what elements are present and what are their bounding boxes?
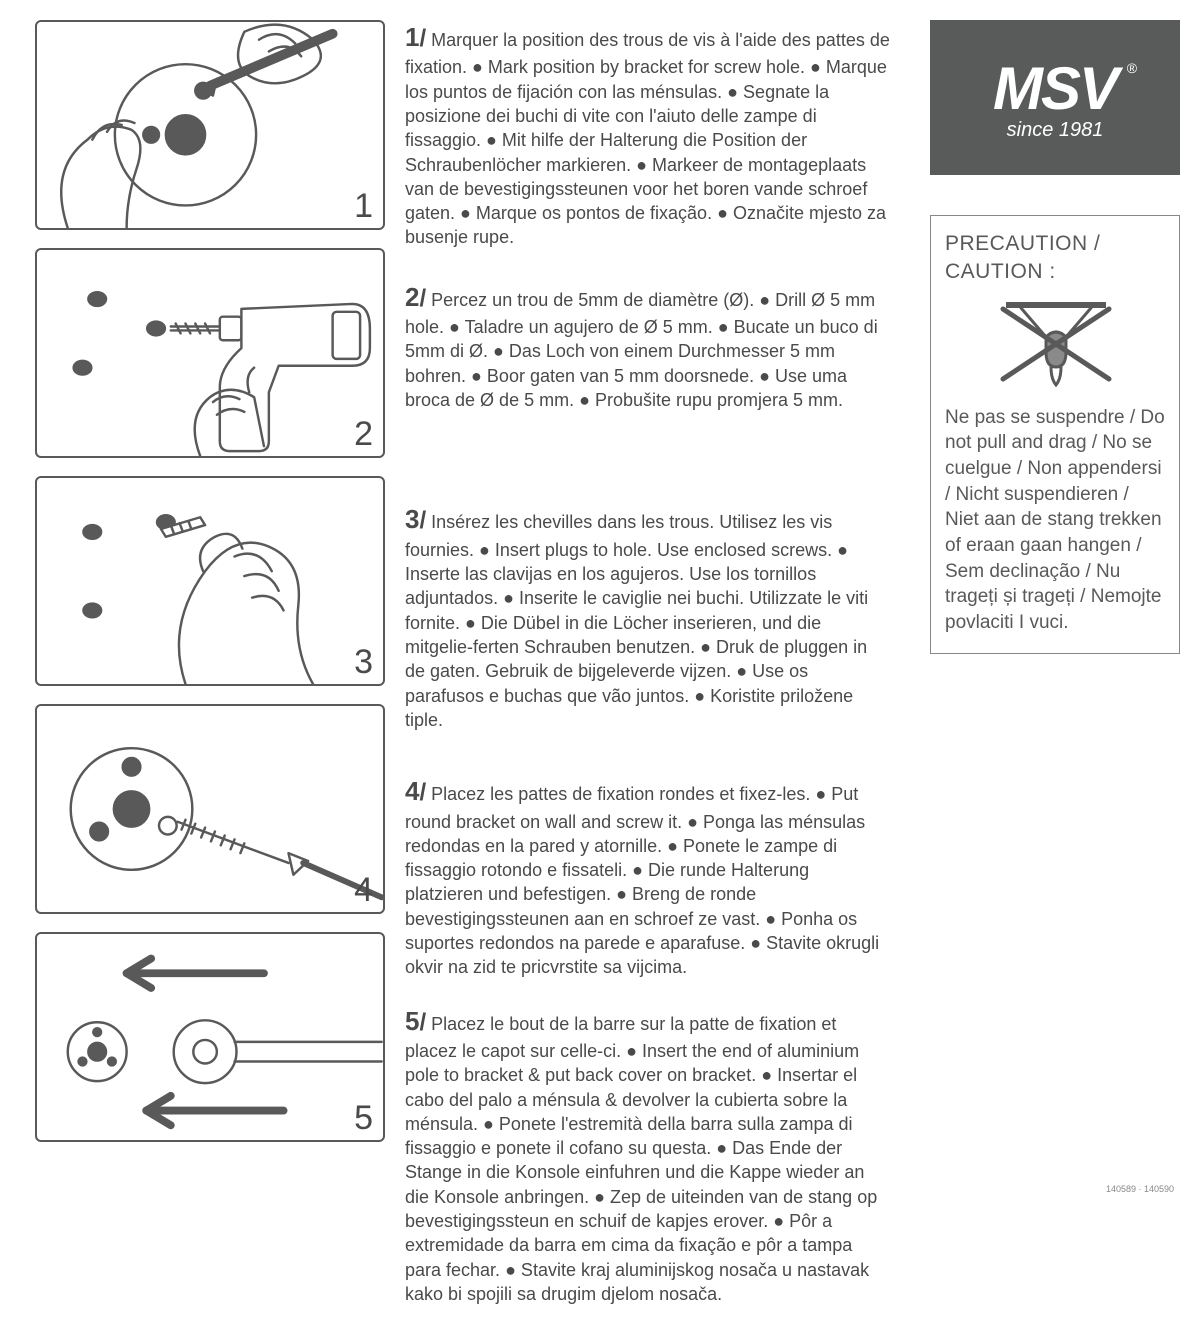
caution-title: PRECAUTION / CAUTION : — [945, 230, 1167, 287]
panel-3: 3 — [35, 476, 385, 686]
step-body: Insérez les chevilles dans les trous. Ut… — [405, 512, 868, 729]
panel-number: 3 — [354, 643, 373, 682]
illustration-column: 1 — [35, 20, 385, 1330]
illustration-slide-cover — [37, 934, 383, 1140]
panel-2: 2 — [35, 248, 385, 458]
panel-4: 4 — [35, 704, 385, 914]
step-body: Placez les pattes de fixation rondes et … — [405, 784, 879, 977]
illustration-mark-holes — [37, 22, 383, 228]
caution-box: PRECAUTION / CAUTION : Ne pas se suspend… — [930, 215, 1180, 654]
illustration-drill — [37, 250, 383, 456]
panel-5: 5 — [35, 932, 385, 1142]
panel-number: 1 — [354, 187, 373, 226]
step-1-text: 1/ Marquer la position des trous de vis … — [405, 20, 890, 250]
illustration-insert-plug — [37, 478, 383, 684]
step-3-text: 3/ Insérez les chevilles dans les trous.… — [405, 502, 890, 732]
step-body: Percez un trou de 5mm de diamètre (Ø). ●… — [405, 290, 878, 410]
step-number: 5 — [405, 1006, 419, 1036]
registered-icon: ® — [1127, 60, 1135, 76]
instructions-column: 1/ Marquer la position des trous de vis … — [405, 20, 910, 1330]
step-number: 4 — [405, 776, 419, 806]
footer-code: 140589 · 140590 — [1106, 1184, 1174, 1194]
panel-number: 4 — [354, 871, 373, 910]
logo-text: MSV — [993, 55, 1117, 122]
brand-logo: MSV ® since 1981 — [930, 20, 1180, 175]
step-2-text: 2/ Percez un trou de 5mm de diamètre (Ø)… — [405, 280, 890, 413]
step-body: Marquer la position des trous de vis à l… — [405, 30, 890, 247]
step-number: 1 — [405, 22, 419, 52]
step-number: 3 — [405, 504, 419, 534]
step-5-text: 5/ Placez le bout de la barre sur la pat… — [405, 1004, 890, 1307]
step-number: 2 — [405, 282, 419, 312]
caution-text: Ne pas se suspendre / Do not pull and dr… — [945, 405, 1167, 636]
panel-number: 2 — [354, 415, 373, 454]
step-body: Placez le bout de la barre sur la patte … — [405, 1014, 877, 1304]
step-4-text: 4/ Placez les pattes de fixation rondes … — [405, 774, 890, 979]
no-hanging-icon — [991, 297, 1121, 387]
right-column: MSV ® since 1981 PRECAUTION / CAUTION : … — [930, 20, 1180, 1330]
illustration-screw-bracket — [37, 706, 383, 912]
panel-number: 5 — [354, 1099, 373, 1138]
panel-1: 1 — [35, 20, 385, 230]
